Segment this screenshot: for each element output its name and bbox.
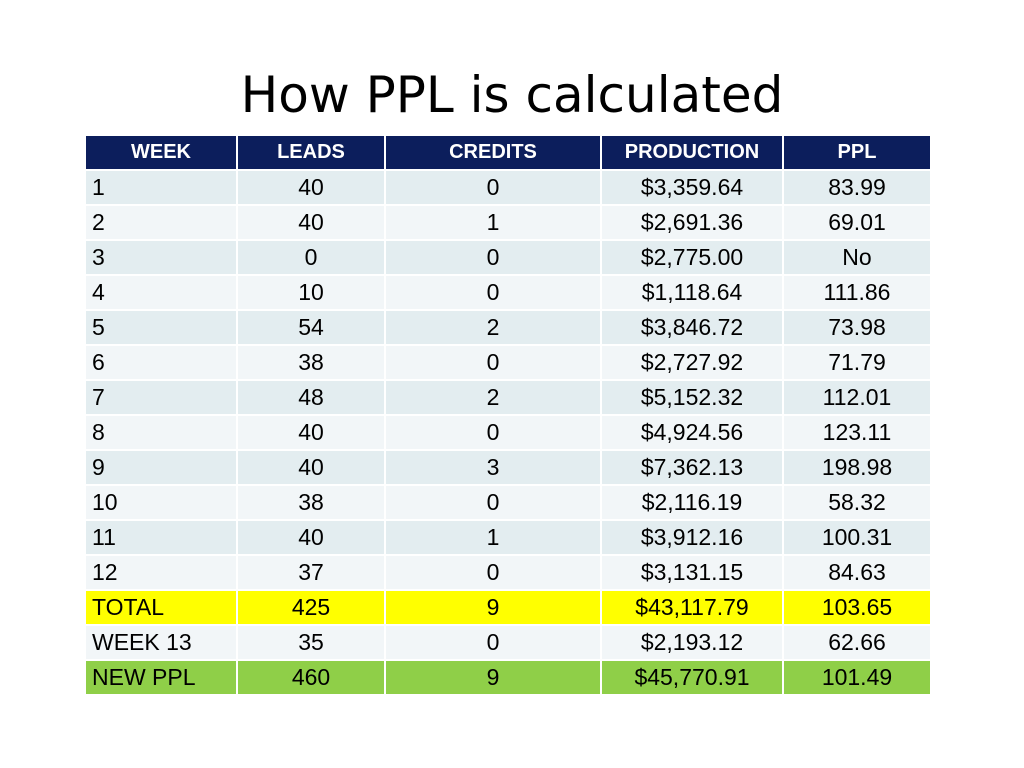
leads-cell: 40 [237, 170, 386, 206]
table-header-row: WEEK LEADS CREDITS PRODUCTION PPL [86, 136, 930, 171]
production-cell: $3,131.15 [601, 555, 784, 591]
column-header-ppl: PPL [783, 136, 930, 171]
credits-cell: 2 [385, 380, 602, 416]
week-cell: 7 [86, 380, 238, 416]
new-ppl-row: NEW PPL 460 9 $45,770.91 101.49 [86, 660, 930, 696]
ppl-cell: 58.32 [783, 485, 930, 521]
week-cell: 5 [86, 310, 238, 346]
production-cell: $3,912.16 [601, 520, 784, 556]
week13-leads-cell: 35 [237, 625, 386, 661]
slide-title: How PPL is calculated [240, 66, 784, 124]
production-cell: $4,924.56 [601, 415, 784, 451]
total-label-cell: TOTAL [86, 590, 238, 626]
week-cell: 6 [86, 345, 238, 381]
production-cell: $2,727.92 [601, 345, 784, 381]
week13-production-cell: $2,193.12 [601, 625, 784, 661]
leads-cell: 37 [237, 555, 386, 591]
table-row: 10 38 0 $2,116.19 58.32 [86, 485, 930, 521]
production-cell: $2,116.19 [601, 485, 784, 521]
table-row: 11 40 1 $3,912.16 100.31 [86, 520, 930, 556]
week-cell: 9 [86, 450, 238, 486]
ppl-cell: 198.98 [783, 450, 930, 486]
table-row: 6 38 0 $2,727.92 71.79 [86, 345, 930, 381]
total-row: TOTAL 425 9 $43,117.79 103.65 [86, 590, 930, 626]
credits-cell: 1 [385, 205, 602, 241]
credits-cell: 0 [385, 345, 602, 381]
table-row: 8 40 0 $4,924.56 123.11 [86, 415, 930, 451]
credits-cell: 0 [385, 555, 602, 591]
total-ppl-cell: 103.65 [783, 590, 930, 626]
leads-cell: 0 [237, 240, 386, 276]
table-row: 1 40 0 $3,359.64 83.99 [86, 170, 930, 206]
leads-cell: 40 [237, 520, 386, 556]
leads-cell: 48 [237, 380, 386, 416]
table-row: 3 0 0 $2,775.00 No [86, 240, 930, 276]
leads-cell: 38 [237, 345, 386, 381]
new-ppl-production-cell: $45,770.91 [601, 660, 784, 696]
week-cell: 4 [86, 275, 238, 311]
week13-ppl-cell: 62.66 [783, 625, 930, 661]
new-ppl-label-cell: NEW PPL [86, 660, 238, 696]
table-row: 2 40 1 $2,691.36 69.01 [86, 205, 930, 241]
credits-cell: 0 [385, 275, 602, 311]
credits-cell: 0 [385, 485, 602, 521]
ppl-cell: No [783, 240, 930, 276]
leads-cell: 54 [237, 310, 386, 346]
leads-cell: 10 [237, 275, 386, 311]
ppl-cell: 123.11 [783, 415, 930, 451]
production-cell: $3,846.72 [601, 310, 784, 346]
ppl-cell: 84.63 [783, 555, 930, 591]
ppl-cell: 71.79 [783, 345, 930, 381]
credits-cell: 3 [385, 450, 602, 486]
table-row: 4 10 0 $1,118.64 111.86 [86, 275, 930, 311]
total-leads-cell: 425 [237, 590, 386, 626]
ppl-cell: 69.01 [783, 205, 930, 241]
credits-cell: 0 [385, 240, 602, 276]
leads-cell: 40 [237, 415, 386, 451]
table-row: 7 48 2 $5,152.32 112.01 [86, 380, 930, 416]
total-production-cell: $43,117.79 [601, 590, 784, 626]
new-ppl-credits-cell: 9 [385, 660, 602, 696]
credits-cell: 0 [385, 170, 602, 206]
new-ppl-leads-cell: 460 [237, 660, 386, 696]
ppl-cell: 100.31 [783, 520, 930, 556]
production-cell: $1,118.64 [601, 275, 784, 311]
production-cell: $5,152.32 [601, 380, 784, 416]
week-cell: 2 [86, 205, 238, 241]
ppl-cell: 112.01 [783, 380, 930, 416]
credits-cell: 0 [385, 415, 602, 451]
column-header-leads: LEADS [237, 136, 386, 171]
week13-label-cell: WEEK 13 [86, 625, 238, 661]
week-cell: 3 [86, 240, 238, 276]
week13-row: WEEK 13 35 0 $2,193.12 62.66 [86, 625, 930, 661]
table-row: 12 37 0 $3,131.15 84.63 [86, 555, 930, 591]
ppl-cell: 83.99 [783, 170, 930, 206]
week13-credits-cell: 0 [385, 625, 602, 661]
week-cell: 8 [86, 415, 238, 451]
ppl-cell: 73.98 [783, 310, 930, 346]
table-row: 9 40 3 $7,362.13 198.98 [86, 450, 930, 486]
ppl-table: WEEK LEADS CREDITS PRODUCTION PPL 1 40 0… [86, 136, 930, 696]
ppl-cell: 111.86 [783, 275, 930, 311]
table-row: 5 54 2 $3,846.72 73.98 [86, 310, 930, 346]
production-cell: $2,775.00 [601, 240, 784, 276]
leads-cell: 38 [237, 485, 386, 521]
credits-cell: 1 [385, 520, 602, 556]
column-header-credits: CREDITS [385, 136, 602, 171]
new-ppl-ppl-cell: 101.49 [783, 660, 930, 696]
credits-cell: 2 [385, 310, 602, 346]
column-header-week: WEEK [86, 136, 238, 171]
production-cell: $7,362.13 [601, 450, 784, 486]
leads-cell: 40 [237, 450, 386, 486]
production-cell: $2,691.36 [601, 205, 784, 241]
week-cell: 12 [86, 555, 238, 591]
column-header-production: PRODUCTION [601, 136, 784, 171]
total-credits-cell: 9 [385, 590, 602, 626]
week-cell: 11 [86, 520, 238, 556]
week-cell: 10 [86, 485, 238, 521]
week-cell: 1 [86, 170, 238, 206]
leads-cell: 40 [237, 205, 386, 241]
production-cell: $3,359.64 [601, 170, 784, 206]
